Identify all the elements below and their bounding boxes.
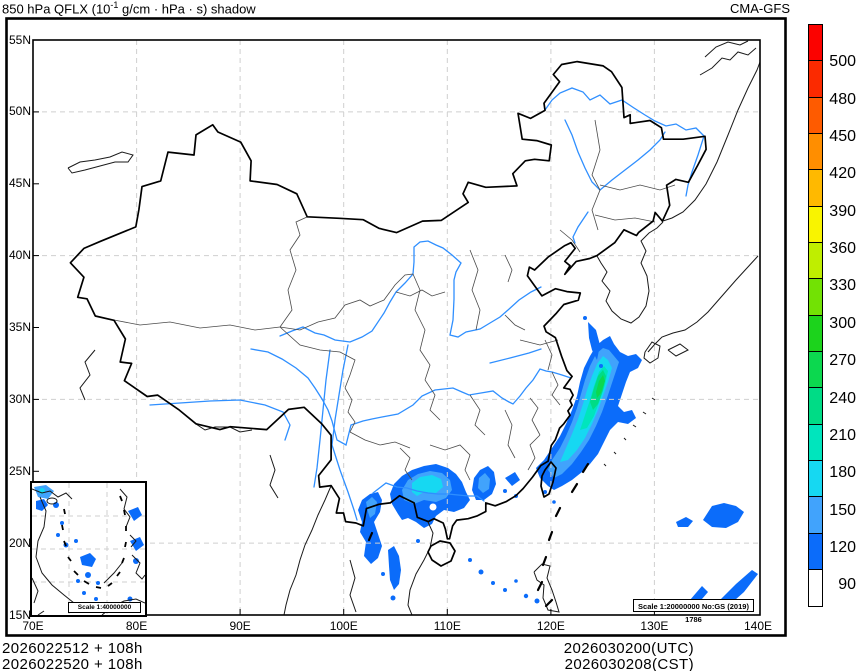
luzon-coast	[533, 563, 560, 613]
honshu-west-coast	[647, 255, 759, 353]
colorbar-tick-label: 120	[829, 538, 856, 556]
sakhalin-coast	[704, 40, 749, 58]
colorbar-tick-label: 480	[829, 90, 856, 108]
colorbar-tick-label: 270	[829, 352, 856, 370]
vietnam-coast	[407, 521, 434, 615]
salween-river	[313, 349, 331, 488]
province-boundaries	[113, 119, 676, 481]
colorbar-block	[808, 60, 823, 98]
lon-tick-label: 80E	[125, 619, 148, 633]
colorbar-block	[808, 96, 823, 135]
colorbar-tick-label: 90	[838, 576, 856, 594]
colorbar-block	[808, 242, 823, 280]
lon-tick-label: 140E	[743, 619, 772, 633]
south-china-sea-inset: Scale 1:40000000	[30, 481, 147, 617]
taiwan-island	[540, 461, 557, 498]
colorbar-tick-label: 420	[829, 165, 856, 183]
inset-shading	[34, 485, 144, 602]
lat-tick-label: 15N	[8, 607, 31, 622]
page-title: 850 hPa QFLX (10-1 g/cm · hPa · s) shado…	[2, 0, 256, 17]
colorbar-tick-label: 150	[829, 501, 856, 519]
colorbar-block	[808, 278, 823, 316]
yangtze-river	[250, 348, 572, 446]
lat-tick-label: 25N	[8, 463, 31, 478]
colorbar-block	[808, 569, 823, 607]
colorbar-tick-label: 500	[829, 53, 856, 71]
run-time-cst: 2026022520 + 108h	[2, 656, 143, 671]
foreign-coastlines	[67, 40, 760, 615]
valid-time-cst: 2026030208(CST)	[564, 656, 694, 671]
thailand-coast	[349, 559, 357, 613]
amur-estuary-coast	[699, 47, 757, 76]
colorbar-tick-label: 450	[829, 128, 856, 146]
valid-time-utc: 2026030200(UTC)	[563, 640, 694, 657]
colorbar-block	[808, 423, 823, 462]
tsangpo-river	[149, 399, 291, 441]
colorbar-block	[808, 387, 823, 425]
nepal-line	[195, 423, 253, 433]
colorbar-block	[808, 351, 823, 389]
colorbar-block	[808, 314, 823, 353]
lon-tick-label: 130E	[640, 619, 669, 633]
hainan-island	[427, 540, 456, 567]
liao-river	[572, 211, 589, 244]
colorbar-block	[808, 460, 823, 498]
colorbar-block	[808, 24, 823, 62]
india-lines	[79, 349, 96, 401]
colorbar-tick-label: 240	[829, 389, 856, 407]
inset-coastlines	[32, 488, 145, 615]
lat-tick-label: 35N	[8, 320, 31, 334]
huai-river	[489, 348, 542, 364]
lon-tick-label: 110E	[433, 619, 461, 633]
inset-scale-note: Scale 1:40000000	[68, 602, 141, 613]
colorbar-block	[808, 532, 823, 571]
colorbar-tick-label: 180	[829, 464, 856, 482]
ussuri-river	[685, 135, 705, 197]
lat-tick-label: 40N	[8, 248, 31, 263]
colorbar-block	[808, 133, 823, 171]
colorbar-tick-label: 390	[829, 202, 856, 220]
bangladesh-coast	[269, 454, 279, 499]
lon-tick-label: 100E	[329, 619, 358, 633]
shikoku	[667, 343, 689, 357]
yellow-river	[279, 240, 542, 343]
colorbar-tick-label: 330	[829, 277, 856, 295]
russia-primorye-coast	[662, 61, 760, 222]
songhua-river	[599, 131, 666, 191]
kyushu	[643, 341, 661, 364]
colorbar-tick-label: 360	[829, 240, 856, 258]
korea-coast	[596, 221, 664, 324]
colorbar-tick-label: 300	[829, 314, 856, 332]
colorbar-block	[808, 496, 823, 534]
lat-tick-label: 55N	[8, 32, 31, 47]
colorbar	[808, 24, 823, 607]
lat-tick-label: 20N	[8, 535, 31, 550]
nen-river	[564, 119, 601, 191]
qflx-shading	[358, 316, 758, 608]
lat-tick-label: 50N	[8, 104, 31, 119]
lon-tick-label: 90E	[229, 619, 251, 633]
lake-balkhash	[67, 151, 134, 174]
lat-tick-label: 30N	[8, 391, 31, 406]
lon-tick-label: 120E	[536, 619, 565, 633]
colorbar-block	[808, 169, 823, 207]
china-border	[69, 60, 707, 540]
myanmar-coast	[283, 485, 332, 615]
lon-tick-label: 70E	[22, 619, 44, 633]
lat-tick-label: 45N	[8, 176, 31, 191]
model-name: CMA-GFS	[730, 1, 790, 16]
inset-grid	[32, 483, 145, 615]
map-scale-note: Scale 1:20000000 No:GS (2019) 1786	[633, 599, 754, 624]
run-time-utc: 2026022512 + 108h	[2, 640, 143, 657]
nine-dash-line	[367, 462, 590, 608]
xi-river	[372, 482, 485, 502]
colorbar-block	[808, 205, 823, 244]
mekong-river	[331, 344, 358, 521]
colorbar-tick-label: 210	[829, 426, 856, 444]
gridlines	[33, 40, 760, 615]
